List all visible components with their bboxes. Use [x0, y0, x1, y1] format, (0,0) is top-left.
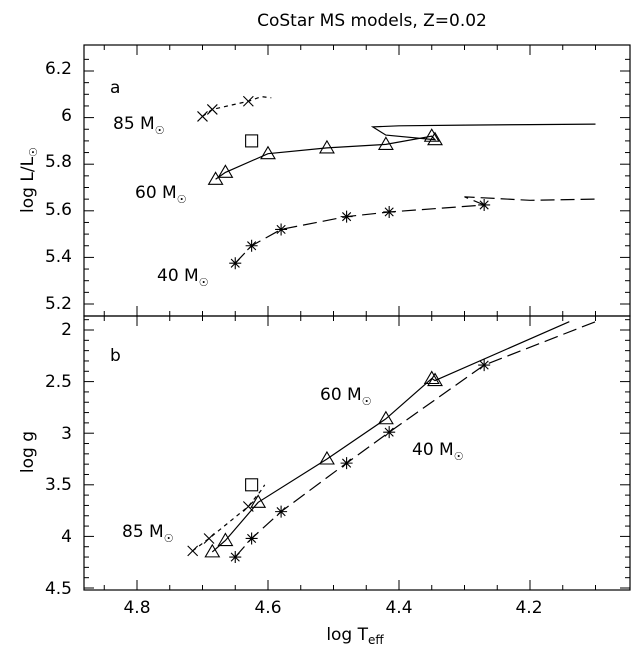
triangle-marker [217, 164, 234, 178]
triangle-marker [207, 171, 224, 185]
asterisk-marker [275, 223, 288, 236]
asterisk-marker [478, 359, 491, 372]
ytick-label: 5.8 [45, 152, 72, 172]
x-axis-title: log Teff [326, 625, 384, 647]
sun-symbol: ☉ [199, 276, 209, 289]
triangle-marker [217, 532, 234, 547]
x-axis-title-main: log T [326, 625, 368, 645]
panel-b-frame [83, 315, 631, 591]
cross-marker [187, 545, 199, 557]
cross-marker [206, 104, 218, 115]
ytick-label: 5.2 [45, 294, 72, 314]
triangle-marker [250, 494, 267, 508]
ytick-label: 3 [61, 424, 72, 444]
xtick-label: 4.6 [254, 598, 281, 618]
asterisk-marker [229, 551, 242, 564]
triangle-marker [204, 543, 221, 558]
panel-b-plot [187, 321, 596, 564]
triangle-marker [318, 450, 335, 465]
label-85-a-text: 85 M [113, 114, 155, 134]
yticks-panel-b: 2 2.5 3 3.5 4 4.5 [45, 320, 72, 599]
asterisk-marker [383, 426, 396, 439]
ytick-label: 2.5 [45, 372, 72, 392]
ytick-label: 6 [61, 106, 72, 126]
ytick-label: 5.4 [45, 247, 72, 267]
xtick-label: 4.8 [123, 598, 150, 618]
label-60-panel-b: 60 M☉ [320, 385, 372, 408]
ytick-label: 3.5 [45, 475, 72, 495]
series-line [234, 196, 596, 264]
sun-symbol: ☉ [362, 395, 372, 408]
asterisk-marker [229, 257, 242, 270]
label-85-panel-b: 85 M☉ [122, 522, 174, 545]
triangle-marker [427, 372, 443, 387]
yticks-panel-a: 5.2 5.4 5.6 5.8 6 6.2 [45, 59, 72, 314]
xtick-label: 4.4 [385, 598, 412, 618]
y-axis-title-top: log L/L☉ [18, 147, 40, 213]
x-axis-title-sub: eff [368, 633, 384, 647]
chart-title: CoStar MS models, Z=0.02 [257, 11, 487, 31]
ytick-label: 6.2 [45, 59, 72, 79]
sun-symbol: ☉ [155, 124, 165, 137]
label-60-a-text: 60 M [135, 183, 177, 203]
label-85-panel-a: 85 M☉ [113, 114, 165, 137]
sun-symbol: ☉ [454, 450, 464, 463]
asterisk-marker [383, 205, 396, 218]
triangle-marker [318, 139, 335, 154]
label-40-panel-b: 40 M☉ [412, 440, 464, 463]
panel-a-letter: a [110, 78, 120, 98]
square-marker [245, 478, 259, 492]
y-axis-title-bottom: log g [18, 431, 38, 473]
asterisk-marker [245, 239, 258, 252]
sun-symbol: ☉ [164, 532, 174, 545]
panel-b-letter: b [110, 346, 121, 366]
triangle-marker [423, 370, 440, 385]
label-40-a-text: 40 M [157, 266, 199, 286]
label-60-b-text: 60 M [320, 385, 362, 405]
asterisk-marker [340, 210, 353, 223]
asterisk-marker [340, 457, 353, 470]
ytick-label: 4 [61, 527, 72, 547]
label-40-panel-a: 40 M☉ [157, 266, 209, 289]
ytick-label: 5.6 [45, 200, 72, 220]
square-marker [245, 134, 259, 148]
cross-marker [203, 533, 215, 544]
label-40-b-text: 40 M [412, 440, 454, 460]
asterisk-marker [245, 532, 258, 545]
asterisk-marker [478, 198, 491, 211]
cross-marker [242, 95, 254, 107]
triangle-marker [427, 131, 443, 146]
triangle-marker [423, 128, 440, 142]
xticks: 4.8 4.6 4.4 4.2 [123, 598, 542, 618]
series-line [202, 95, 272, 117]
label-60-panel-a: 60 M☉ [135, 183, 187, 206]
axis-ticks [84, 45, 630, 590]
xtick-label: 4.2 [515, 598, 542, 618]
asterisk-marker [275, 505, 288, 518]
ytick-label: 4.5 [45, 579, 72, 599]
sun-symbol: ☉ [177, 193, 187, 206]
series-line [215, 123, 596, 180]
y-axis-title-top-main: log L/L [18, 156, 38, 213]
triangle-marker [377, 410, 394, 425]
series-line [211, 321, 570, 553]
y-axis-title-top-sub: ☉ [27, 147, 40, 157]
ytick-label: 2 [61, 320, 72, 340]
panel-a-plot [197, 95, 596, 270]
triangle-marker [260, 145, 276, 160]
triangle-marker [377, 136, 394, 150]
label-85-b-text: 85 M [122, 522, 164, 542]
cross-marker [197, 111, 208, 122]
